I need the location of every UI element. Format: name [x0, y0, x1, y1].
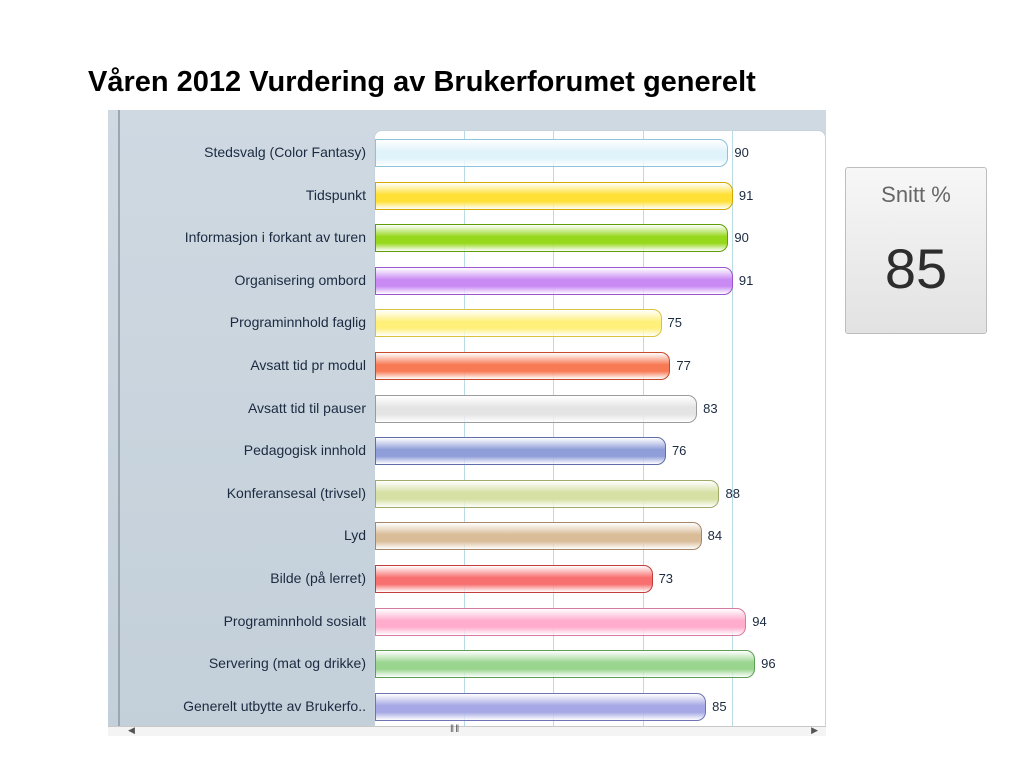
grid-line: [464, 131, 466, 735]
bar: [375, 692, 707, 721]
bar: [375, 266, 733, 295]
chart-panel: Stedsvalg (Color Fantasy) Tidspunkt Inform…: [108, 110, 826, 736]
value-label: 84: [707, 528, 723, 544]
category-label: Lyd: [343, 527, 366, 544]
value-label: 83: [703, 400, 718, 416]
bar: [375, 352, 671, 380]
category-label: Pedagogisk innhold: [243, 442, 366, 459]
value-label: 91: [738, 272, 754, 288]
category-label: Generelt utbytte av Brukerfo..: [183, 697, 366, 714]
bar: [375, 565, 653, 593]
grid-line: [553, 131, 555, 735]
page-title: Våren 2012 Vurdering av Brukerforumet ge…: [88, 66, 756, 98]
value-label: 75: [667, 315, 682, 331]
bar: [375, 607, 747, 636]
scroll-grip-icon[interactable]: ‖‖: [450, 724, 461, 735]
bar: [375, 139, 729, 167]
category-label: Servering (mat og drikke): [208, 655, 366, 672]
value-label: 90: [734, 145, 749, 160]
category-label: Organisering ombord: [234, 271, 366, 288]
value-label: 77: [676, 358, 691, 373]
category-label: Tidspunkt: [305, 186, 366, 203]
bar: [375, 650, 756, 679]
average-score-box: Snitt % 85: [845, 167, 987, 334]
category-label: Avsatt tid pr modul: [250, 357, 366, 373]
scroll-left-arrow-icon[interactable]: ◀: [128, 725, 135, 735]
bar: [375, 522, 702, 551]
average-score-label: Snitt %: [881, 182, 951, 207]
bar: [375, 224, 729, 253]
value-label: 76: [671, 443, 687, 459]
grid-line: [731, 131, 733, 735]
value-label: 88: [725, 485, 740, 501]
grid-line: [642, 131, 644, 735]
value-label: 94: [752, 613, 767, 629]
bar: [375, 394, 698, 423]
category-label: Informasjon i forkant av turen: [184, 229, 366, 246]
category-label: Programinnhold faglig: [229, 314, 366, 331]
value-label: 91: [738, 187, 754, 203]
category-label: Stedsvalg (Color Fantasy): [204, 144, 366, 160]
panel-divider: [118, 110, 120, 736]
bar: [375, 309, 662, 338]
scroll-right-arrow-icon[interactable]: ▶: [811, 725, 818, 735]
horizontal-scrollbar[interactable]: ◀ ‖‖ ▶: [108, 724, 826, 736]
value-label: 96: [761, 656, 776, 672]
category-label: Programinnhold sosialt: [223, 612, 366, 629]
plot-area: 90 91 90 91 75 77 83 76 88 84 73 94 96 85: [374, 130, 826, 736]
value-label: 85: [712, 698, 727, 714]
category-label: Bilde (på lerret): [270, 570, 366, 586]
bar: [375, 181, 733, 210]
category-label: Konferansesal (trivsel): [226, 484, 366, 501]
value-label: 73: [658, 571, 674, 586]
bar: [375, 479, 720, 508]
value-label: 90: [734, 230, 749, 246]
average-score-value: 85: [884, 237, 948, 300]
bar: [375, 437, 666, 466]
category-label: Avsatt tid til pauser: [247, 399, 366, 416]
